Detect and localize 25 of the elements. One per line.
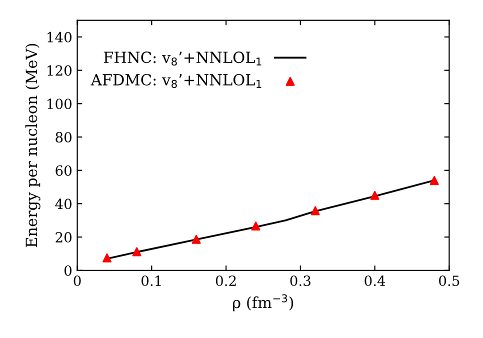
point xyxy=(310,206,320,216)
y-tick-label: 80 xyxy=(56,132,72,142)
x-tick-label: 0 xyxy=(74,276,81,286)
x-axis-title: ρ (fm$^{−3}$) xyxy=(233,294,294,312)
y-axis-title: Energy per nucleon (MeV) xyxy=(25,44,40,248)
legend-label: AFDMC: v$_{8}$’+NNLOL$_{1}$ xyxy=(90,74,262,88)
point xyxy=(102,253,112,262)
point xyxy=(192,234,201,244)
y-tick-label: 60 xyxy=(56,165,72,176)
point xyxy=(251,222,260,231)
y-tick-label: 20 xyxy=(56,232,72,243)
x-tick-label: 0.4 xyxy=(364,276,386,286)
point xyxy=(370,190,380,200)
point xyxy=(132,247,142,256)
y-tick-label: 140 xyxy=(48,32,72,42)
y-tick-label: 0 xyxy=(64,265,72,276)
x-tick-label: 0.5 xyxy=(439,276,460,286)
x-tick-label: 0.1 xyxy=(142,276,161,286)
y-tick-label: 100 xyxy=(48,98,72,110)
point xyxy=(430,176,439,186)
y-tick-label: 40 xyxy=(55,198,72,210)
x-tick-label: 0.2 xyxy=(216,276,236,286)
legend-label: FHNC: v$_{8}$’+NNLOL$_{1}$ xyxy=(104,52,262,66)
y-tick-label: 120 xyxy=(48,65,72,76)
x-tick-label: 0.3 xyxy=(290,276,310,286)
